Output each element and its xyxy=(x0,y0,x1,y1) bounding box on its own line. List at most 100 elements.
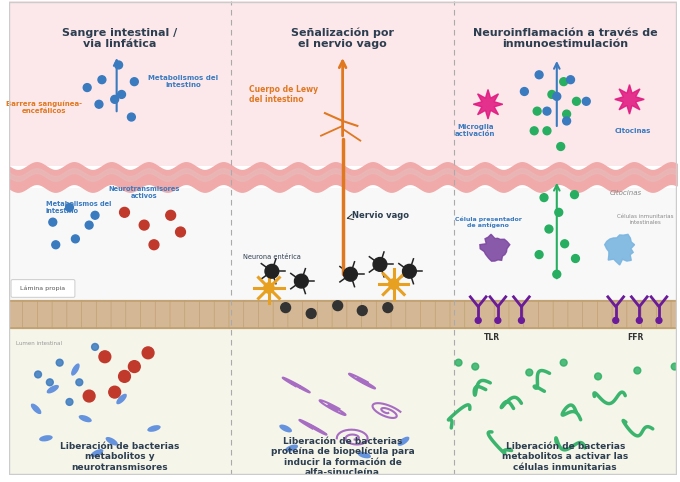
Bar xyxy=(454,188,677,301)
FancyBboxPatch shape xyxy=(318,300,333,329)
Circle shape xyxy=(111,95,118,103)
FancyBboxPatch shape xyxy=(229,300,245,329)
Polygon shape xyxy=(605,234,634,265)
FancyBboxPatch shape xyxy=(170,300,186,329)
FancyBboxPatch shape xyxy=(406,300,422,329)
Circle shape xyxy=(265,265,279,278)
Circle shape xyxy=(530,127,538,135)
Circle shape xyxy=(118,371,131,382)
Circle shape xyxy=(671,363,678,370)
Circle shape xyxy=(656,318,662,323)
Circle shape xyxy=(95,100,103,108)
FancyBboxPatch shape xyxy=(435,300,452,329)
Circle shape xyxy=(98,76,106,84)
Circle shape xyxy=(634,367,641,374)
FancyBboxPatch shape xyxy=(11,280,75,297)
Circle shape xyxy=(115,61,122,69)
Bar xyxy=(231,188,454,301)
FancyBboxPatch shape xyxy=(671,300,680,329)
FancyBboxPatch shape xyxy=(362,300,377,329)
Circle shape xyxy=(535,71,543,79)
Circle shape xyxy=(553,93,561,100)
Text: Liberación de bacterias
proteína de biopelícula para
inducir la formación de
alf: Liberación de bacterias proteína de biop… xyxy=(271,437,415,477)
FancyBboxPatch shape xyxy=(67,300,83,329)
Circle shape xyxy=(573,97,580,105)
Text: Células inmunitarias
intestinales: Células inmunitarias intestinales xyxy=(617,214,673,225)
Circle shape xyxy=(403,265,416,278)
Polygon shape xyxy=(615,85,644,114)
Circle shape xyxy=(455,359,462,366)
FancyBboxPatch shape xyxy=(509,300,525,329)
Circle shape xyxy=(294,274,308,288)
Bar xyxy=(9,328,231,475)
Text: Neuroinflamación a través de
inmunoestimulación: Neuroinflamación a través de inmunoestim… xyxy=(473,27,658,49)
FancyBboxPatch shape xyxy=(37,300,54,329)
Circle shape xyxy=(66,399,73,405)
Text: Lumen intestinal: Lumen intestinal xyxy=(16,340,63,346)
Circle shape xyxy=(548,91,556,98)
FancyBboxPatch shape xyxy=(656,300,673,329)
Text: Señalización por
el nervio vago: Señalización por el nervio vago xyxy=(291,27,394,50)
FancyBboxPatch shape xyxy=(642,300,658,329)
Ellipse shape xyxy=(47,385,59,393)
Circle shape xyxy=(35,371,41,378)
Circle shape xyxy=(561,240,568,248)
FancyBboxPatch shape xyxy=(141,300,156,329)
Text: Cuerpo de Lewy
del intestino: Cuerpo de Lewy del intestino xyxy=(249,85,318,104)
Circle shape xyxy=(571,191,579,199)
Text: Liberación de bacterias
metabolitos a activar las
células inmunitarias: Liberación de bacterias metabolitos a ac… xyxy=(503,442,628,472)
FancyBboxPatch shape xyxy=(347,300,363,329)
Ellipse shape xyxy=(285,444,298,452)
Text: Sangre intestinal /
via linfática: Sangre intestinal / via linfática xyxy=(63,27,177,49)
Circle shape xyxy=(149,240,159,250)
Circle shape xyxy=(582,97,590,105)
Circle shape xyxy=(120,207,129,217)
Text: Barrera sanguínea-
encefálicos: Barrera sanguínea- encefálicos xyxy=(6,100,82,114)
Circle shape xyxy=(383,303,393,312)
Circle shape xyxy=(139,220,149,230)
Circle shape xyxy=(518,318,524,323)
Circle shape xyxy=(475,318,481,323)
Circle shape xyxy=(472,363,479,370)
Text: FFR: FFR xyxy=(627,333,643,342)
FancyBboxPatch shape xyxy=(8,300,24,329)
Text: Citocinas: Citocinas xyxy=(614,128,651,134)
Circle shape xyxy=(540,194,548,201)
FancyBboxPatch shape xyxy=(479,300,496,329)
Text: Célula presentador
de antígeno: Célula presentador de antígeno xyxy=(455,216,522,228)
FancyBboxPatch shape xyxy=(303,300,319,329)
Circle shape xyxy=(495,318,500,323)
Circle shape xyxy=(142,347,154,359)
Circle shape xyxy=(526,369,532,376)
Bar xyxy=(9,1,231,166)
Ellipse shape xyxy=(31,403,41,414)
Circle shape xyxy=(129,361,140,373)
Circle shape xyxy=(388,279,399,289)
FancyBboxPatch shape xyxy=(420,300,437,329)
Circle shape xyxy=(555,208,562,216)
Text: TLR: TLR xyxy=(484,333,500,342)
FancyBboxPatch shape xyxy=(97,300,112,329)
Circle shape xyxy=(52,241,60,249)
FancyBboxPatch shape xyxy=(82,300,98,329)
Circle shape xyxy=(358,306,367,316)
Text: Nervio vago: Nervio vago xyxy=(352,211,409,220)
Bar xyxy=(454,1,677,166)
Ellipse shape xyxy=(90,449,103,457)
Text: Citocinas: Citocinas xyxy=(609,190,642,196)
Circle shape xyxy=(118,91,126,98)
Circle shape xyxy=(636,318,643,323)
FancyBboxPatch shape xyxy=(539,300,554,329)
Circle shape xyxy=(91,211,99,219)
FancyBboxPatch shape xyxy=(524,300,540,329)
Circle shape xyxy=(560,359,567,366)
Circle shape xyxy=(545,225,553,233)
Ellipse shape xyxy=(116,394,127,404)
FancyBboxPatch shape xyxy=(243,300,260,329)
Circle shape xyxy=(92,344,99,350)
Circle shape xyxy=(166,210,175,220)
Circle shape xyxy=(71,235,80,243)
Ellipse shape xyxy=(39,435,53,442)
Bar xyxy=(9,188,231,301)
Text: Metabolismos del
intestino: Metabolismos del intestino xyxy=(148,75,218,88)
